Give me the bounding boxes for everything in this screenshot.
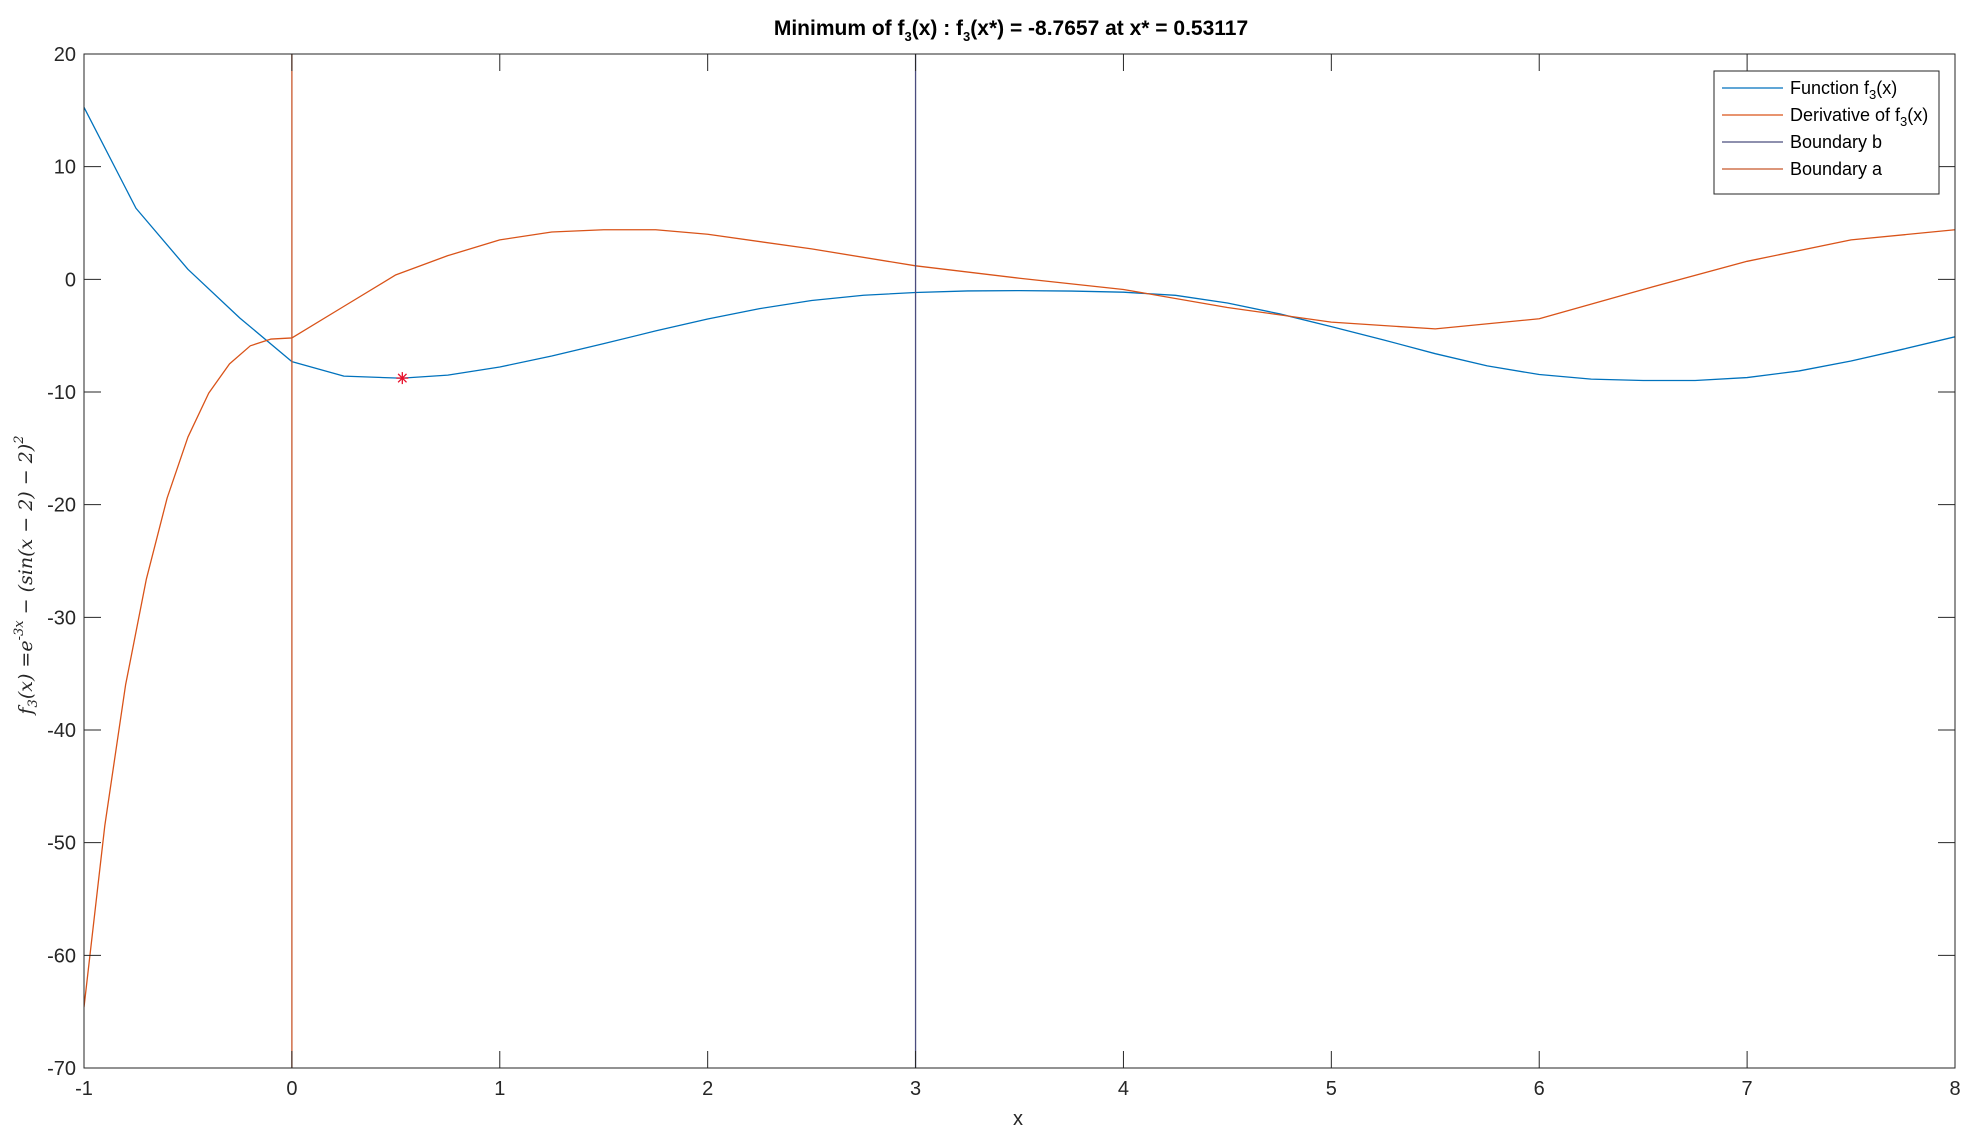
chart-title: Minimum of f3(x) : f3(x*) = -8.7657 at x…	[774, 17, 1248, 44]
y-tick-label: -70	[47, 1058, 76, 1080]
x-tick-label: 0	[286, 1078, 297, 1100]
x-tick-label: 1	[494, 1078, 505, 1100]
minimum-marker	[396, 372, 409, 385]
x-tick-label: 6	[1534, 1078, 1545, 1100]
y-tick-label: 0	[65, 269, 76, 291]
legend-label: Function f3(x)	[1790, 78, 1897, 102]
x-tick-label: 3	[910, 1078, 921, 1100]
x-tick-label: 5	[1326, 1078, 1337, 1100]
x-tick-label: 2	[702, 1078, 713, 1100]
y-tick-label: -10	[47, 382, 76, 404]
y-tick-label: -20	[47, 495, 76, 517]
y-tick-label: 10	[54, 157, 76, 179]
plot-area	[84, 54, 1955, 1068]
x-tick-label: 8	[1949, 1078, 1960, 1100]
x-tick-label: -1	[75, 1078, 93, 1100]
legend-label: Boundary a	[1790, 159, 1883, 179]
legend: Function f3(x) Derivative of f3(x) Boundar…	[1713, 70, 1940, 195]
y-tick-label: 20	[54, 44, 76, 66]
y-axis-label: f3(x) =e-3x − (sin(x − 2) − 2)2	[12, 436, 41, 717]
axes-box	[83, 53, 1956, 1069]
x-axis-label: x	[1013, 1108, 1023, 1130]
x-tick-label: 4	[1118, 1078, 1129, 1100]
y-tick-label: -40	[47, 720, 76, 742]
series-line-function-f3-x	[84, 106, 1955, 382]
y-tick-label: -30	[47, 607, 76, 629]
series-line-derivative-of-f3-x	[84, 229, 1955, 1008]
legend-label: Derivative of f3(x)	[1790, 105, 1928, 129]
legend-label: Boundary b	[1790, 132, 1882, 152]
x-tick-label: 7	[1742, 1078, 1753, 1100]
y-tick-label: -60	[47, 945, 76, 967]
legend-box	[1713, 70, 1940, 195]
y-tick-label: -50	[47, 833, 76, 855]
